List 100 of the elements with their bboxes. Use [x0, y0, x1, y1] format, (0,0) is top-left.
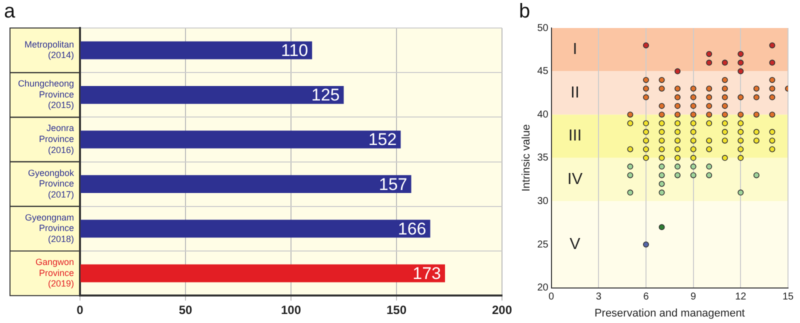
y-tick-label: 40 [537, 109, 549, 120]
point [658, 172, 665, 178]
x-tick-label: 200 [492, 303, 512, 318]
point [690, 164, 696, 170]
point [690, 128, 696, 135]
y-tick-label: Chungcheong Province (2015) [18, 78, 74, 110]
point [674, 112, 681, 118]
point [769, 128, 776, 135]
band-label: I [572, 41, 578, 58]
point [738, 94, 744, 100]
point [706, 60, 712, 66]
point [722, 120, 728, 126]
point [642, 86, 649, 92]
y-tick-label: Jeonra Province (2016) [38, 123, 74, 155]
bar [80, 41, 312, 60]
point [627, 190, 634, 196]
point [658, 76, 665, 83]
bar [80, 86, 344, 104]
data-label: 157 [378, 174, 408, 194]
y-tick-label: Metropolitan (2014) [24, 39, 74, 60]
chart-title: b [519, 0, 530, 23]
point [627, 146, 634, 152]
point [642, 128, 649, 135]
point [722, 154, 728, 161]
x-tick-label: 100 [280, 303, 302, 318]
point [722, 60, 728, 66]
point [674, 164, 681, 170]
y-tick-label: 20 [537, 282, 549, 294]
x-tick-label: 0 [548, 292, 555, 303]
point [690, 172, 696, 178]
point [769, 94, 776, 100]
point [658, 120, 665, 126]
point [706, 138, 712, 144]
point [658, 86, 665, 92]
point [658, 224, 665, 230]
x-tick-label: 15 [782, 292, 794, 303]
point [690, 112, 696, 118]
point [690, 86, 696, 92]
data-label: 166 [398, 219, 426, 238]
x-tick-label: 150 [386, 303, 407, 318]
x-tick-label: 50 [178, 303, 192, 318]
x-tick-label: 9 [690, 292, 697, 303]
point [674, 102, 681, 109]
point [658, 138, 665, 144]
bar [80, 220, 430, 238]
y-tick-label: Gangwon Province (2019) [35, 256, 74, 289]
point [706, 146, 712, 152]
y-tick-label: Gyeongnam Province (2018) [24, 212, 74, 244]
bar [80, 264, 446, 282]
band-label: IV [567, 170, 583, 188]
point [642, 138, 649, 144]
chart-title: a [4, 0, 16, 23]
point [738, 190, 744, 196]
point [690, 120, 696, 126]
point [642, 76, 649, 83]
point [769, 60, 776, 66]
point [738, 112, 744, 118]
point [769, 86, 776, 92]
point [627, 164, 634, 170]
point [706, 94, 712, 100]
x-tick-label: 12 [735, 292, 747, 303]
point [674, 154, 681, 161]
point [642, 42, 649, 48]
point [674, 94, 681, 100]
point [674, 128, 681, 135]
point [769, 42, 776, 48]
point [738, 60, 744, 66]
point [722, 76, 728, 83]
point [706, 164, 712, 170]
point [642, 94, 649, 100]
band-label: V [570, 236, 581, 253]
point [769, 112, 776, 118]
point [690, 138, 696, 144]
point [706, 86, 712, 92]
point [753, 86, 760, 92]
point [706, 50, 712, 57]
point [769, 138, 776, 144]
point [753, 128, 760, 135]
point [722, 138, 728, 144]
data-label: 110 [280, 40, 308, 60]
point [674, 138, 681, 144]
point [658, 180, 665, 187]
point [642, 146, 649, 152]
point [658, 112, 665, 118]
point [722, 128, 728, 135]
x-tick-label: 0 [76, 303, 84, 318]
y-tick-label: 25 [537, 239, 549, 250]
point [658, 164, 665, 170]
point [753, 94, 760, 100]
band-label: II [570, 84, 580, 102]
point [690, 154, 696, 161]
point [674, 86, 681, 92]
point [738, 146, 744, 152]
band-label: III [568, 128, 582, 145]
point [738, 50, 744, 57]
point [753, 112, 760, 118]
point [706, 102, 712, 109]
x-tick-label: 3 [596, 292, 602, 303]
point [738, 138, 744, 144]
point [642, 154, 649, 161]
